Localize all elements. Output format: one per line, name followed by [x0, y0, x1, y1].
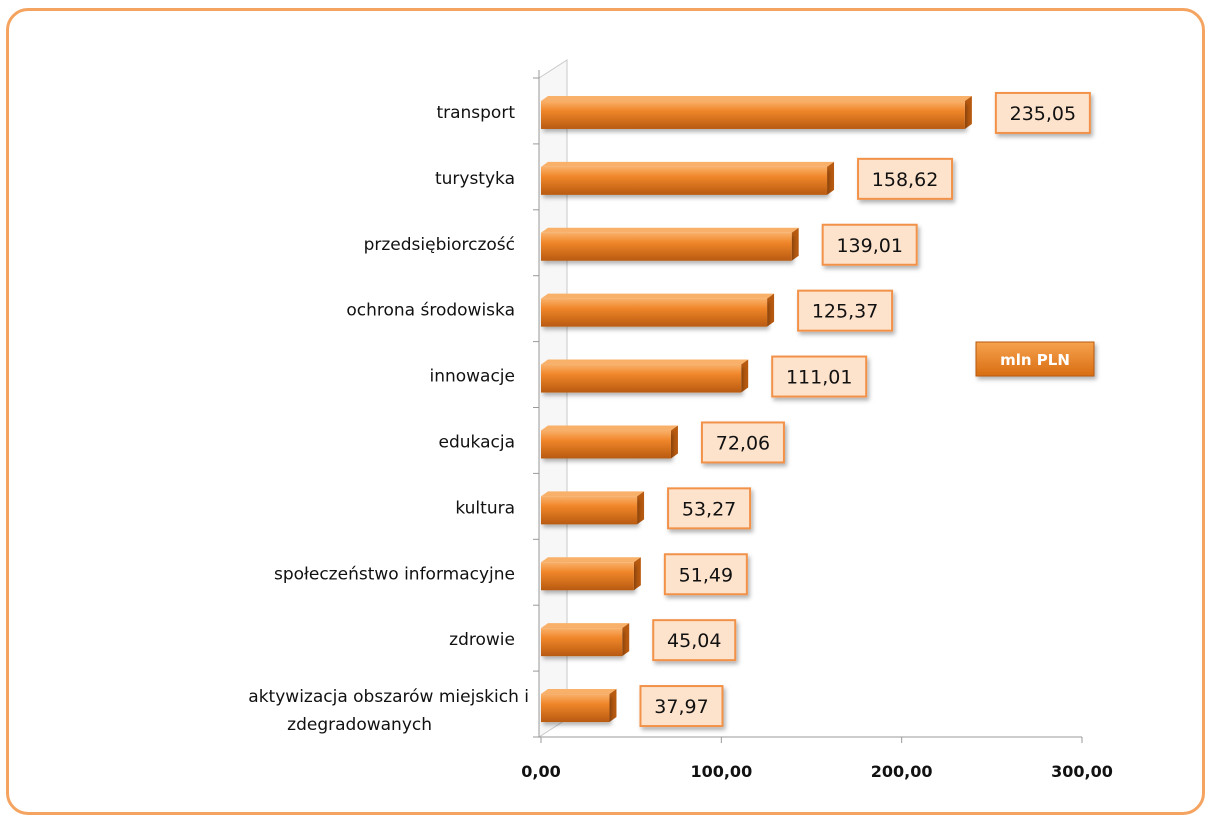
value-label-box — [994, 91, 1091, 134]
bar-top — [541, 359, 749, 365]
value-label-box — [821, 223, 918, 266]
bar — [541, 628, 623, 657]
bar-top — [541, 95, 972, 101]
bar — [541, 562, 634, 591]
value-label: 125,37 — [812, 301, 878, 323]
bar-end — [622, 623, 630, 657]
value-label: 139,01 — [836, 235, 902, 257]
x-tick-label: 100,00 — [690, 762, 752, 781]
bar — [541, 166, 828, 195]
value-label: 51,49 — [679, 564, 733, 586]
category-label: zdrowie — [449, 630, 515, 650]
value-label-box — [700, 421, 785, 464]
bar-end — [633, 557, 641, 591]
value-label: 45,04 — [667, 630, 721, 652]
category-label: edukacja — [439, 432, 515, 452]
bar — [541, 364, 742, 393]
category-label: kultura — [455, 498, 515, 518]
bar — [541, 298, 768, 327]
bar-top — [541, 623, 630, 629]
value-label-box — [639, 685, 724, 728]
value-label-box — [652, 619, 737, 662]
category-label: zdegradowanych — [287, 715, 432, 735]
bar-end — [609, 689, 617, 723]
bar — [541, 100, 965, 129]
value-label: 111,01 — [786, 367, 852, 389]
value-label-box — [771, 355, 868, 398]
value-label: 37,97 — [654, 696, 708, 718]
value-label-box — [797, 289, 894, 332]
bar-top — [541, 425, 678, 431]
category-label: aktywizacja obszarów miejskich i — [248, 687, 529, 707]
bar-end — [827, 161, 835, 195]
category-label: ochrona środowiska — [346, 301, 515, 321]
bar-end — [637, 491, 645, 525]
category-label: przedsiębiorczość — [364, 235, 515, 255]
bar-top — [541, 293, 775, 299]
bar-end — [964, 95, 972, 129]
category-label: społeczeństwo informacyjne — [274, 564, 515, 584]
bar — [541, 694, 610, 723]
value-label: 158,62 — [872, 169, 938, 191]
value-label: 235,05 — [1010, 103, 1076, 125]
unit-badge — [975, 341, 1095, 377]
chart-frame — [6, 8, 1205, 815]
bar-end — [670, 425, 678, 459]
category-label: innowacje — [429, 367, 515, 387]
bar-end — [767, 293, 775, 327]
value-label: 53,27 — [682, 498, 736, 520]
value-label: 72,06 — [716, 432, 770, 454]
x-tick-label: 0,00 — [521, 762, 560, 781]
bar — [541, 430, 671, 459]
category-label: turystyka — [435, 169, 515, 189]
x-tick-label: 200,00 — [871, 762, 933, 781]
x-tick-label: 300,00 — [1051, 762, 1113, 781]
unit-label: mln PLN — [1000, 351, 1070, 369]
bar-end — [791, 227, 799, 261]
bar-top — [541, 161, 835, 167]
value-label-box — [857, 157, 954, 200]
value-label-box — [663, 553, 748, 596]
bar-top — [541, 227, 799, 233]
bar-top — [541, 557, 641, 563]
value-label-box — [667, 487, 752, 530]
bar-top — [541, 689, 617, 695]
bar — [541, 496, 638, 525]
bar — [541, 232, 792, 261]
bar-end — [741, 359, 749, 393]
bar-top — [541, 491, 645, 497]
category-label: transport — [436, 103, 515, 123]
